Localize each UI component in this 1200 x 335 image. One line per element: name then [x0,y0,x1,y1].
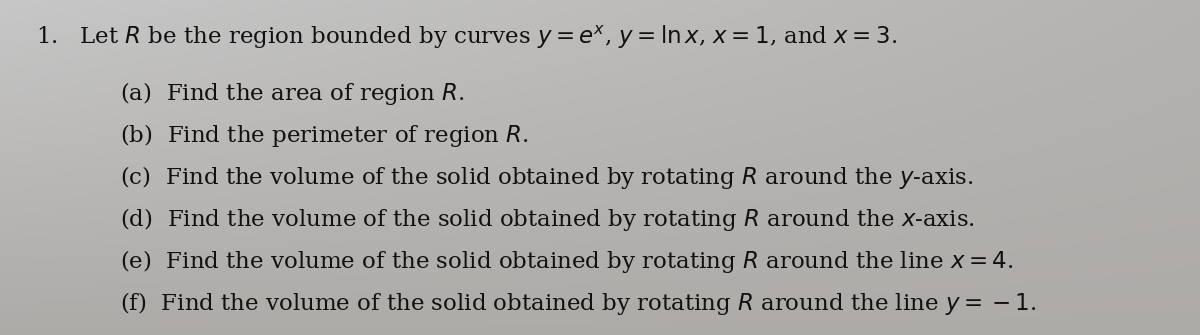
Text: (c)  Find the volume of the solid obtained by rotating $R$ around the $y$-axis.: (c) Find the volume of the solid obtaine… [120,164,973,191]
Text: (d)  Find the volume of the solid obtained by rotating $R$ around the $x$-axis.: (d) Find the volume of the solid obtaine… [120,206,976,233]
Text: (f)  Find the volume of the solid obtained by rotating $R$ around the line $y = : (f) Find the volume of the solid obtaine… [120,290,1037,317]
Text: 1.   Let $R$ be the region bounded by curves $y = e^x$, $y = \ln x$, $x = 1$, an: 1. Let $R$ be the region bounded by curv… [36,23,898,51]
Text: (b)  Find the perimeter of region $R$.: (b) Find the perimeter of region $R$. [120,122,529,149]
Text: (a)  Find the area of region $R$.: (a) Find the area of region $R$. [120,80,464,108]
Text: (e)  Find the volume of the solid obtained by rotating $R$ around the line $x = : (e) Find the volume of the solid obtaine… [120,248,1014,275]
